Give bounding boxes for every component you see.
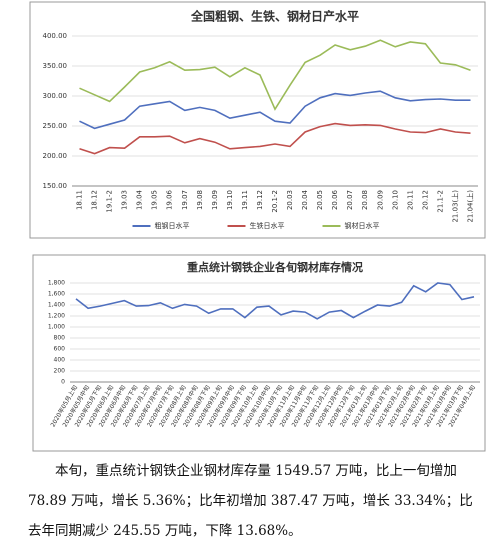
series-line	[75, 282, 475, 320]
x-tick-label: 19.06	[166, 189, 174, 210]
y-tick-label: 800	[54, 335, 66, 342]
y-tick-label: 600	[54, 346, 66, 353]
chart-frame	[32, 254, 486, 452]
x-tick-label: 21.03(上)	[450, 190, 459, 223]
y-tick-label: 1,000	[48, 324, 65, 331]
chart-frame	[29, 1, 486, 239]
x-tick-label: 19.05	[151, 190, 159, 210]
x-tick-label: 20.04	[301, 189, 309, 210]
paragraph: 本旬，重点统计钢铁企业钢材库存量 1549.57 万吨，比上一旬增加 78.89…	[28, 463, 473, 539]
x-tick-label: 20.1-2	[271, 190, 279, 213]
y-tick-label: 1,800	[48, 280, 65, 287]
y-tick-label: 150.00	[43, 182, 68, 190]
x-tick-label: 20.09	[376, 190, 384, 210]
legend-label: 钢材日水平	[345, 221, 380, 230]
x-tick-label: 20.08	[361, 190, 369, 210]
chart-title: 全国粗钢、生铁、钢材日产水平	[190, 9, 359, 24]
y-tick-label: 1,200	[48, 313, 65, 320]
x-tick-label: 20.07	[346, 190, 354, 210]
x-tick-label: 20.03	[286, 190, 294, 210]
y-tick-label: 300.00	[43, 92, 68, 100]
x-tick-label: 20.11	[406, 190, 414, 210]
y-tick-label: 0	[61, 379, 65, 386]
y-tick-label: 400.00	[43, 32, 68, 40]
chart-title: 重点统计钢铁企业各旬钢材库存情况	[187, 260, 363, 274]
series-line	[79, 122, 471, 155]
x-tick-label: 19.07	[181, 190, 189, 210]
y-tick-label: 200	[54, 368, 66, 375]
x-tick-label: 18.12	[91, 190, 99, 210]
x-tick-label: 19.04	[136, 189, 144, 210]
series-line	[79, 90, 471, 130]
x-tick-label: 20.06	[331, 189, 339, 210]
y-tick-label: 200.00	[43, 152, 68, 160]
x-tick-label: 19.11	[241, 190, 249, 210]
x-tick-label: 19.03	[121, 190, 129, 210]
x-tick-label: 20.10	[391, 190, 399, 210]
y-tick-label: 1,600	[48, 291, 65, 298]
x-tick-label: 19.12	[256, 190, 264, 210]
x-tick-label: 19.1-2	[106, 190, 114, 213]
charts: 全国粗钢、生铁、钢材日产水平 150.00 200.00 250.00 300.00 35…	[29, 1, 486, 452]
y-tick-label: 350.00	[43, 62, 68, 70]
x-tick-label: 19.10	[226, 190, 234, 210]
y-tick-label: 250.00	[43, 122, 68, 130]
y-tick-label: 400	[54, 357, 66, 364]
legend-label: 粗钢日水平	[155, 221, 190, 230]
x-tick-label: 18.11	[76, 190, 84, 210]
x-tick-label: 20.05	[316, 190, 324, 210]
legend-label: 生铁日水平	[250, 221, 285, 230]
x-tick-label: 21.1-2	[436, 190, 444, 213]
x-tick-label: 20.12	[421, 190, 429, 210]
x-tick-label: 19.08	[196, 190, 204, 210]
x-tick-label: 21.04(上)	[465, 190, 474, 223]
series-line	[79, 39, 471, 111]
y-tick-label: 1,400	[48, 302, 65, 309]
x-tick-label: 19.09	[211, 190, 219, 210]
